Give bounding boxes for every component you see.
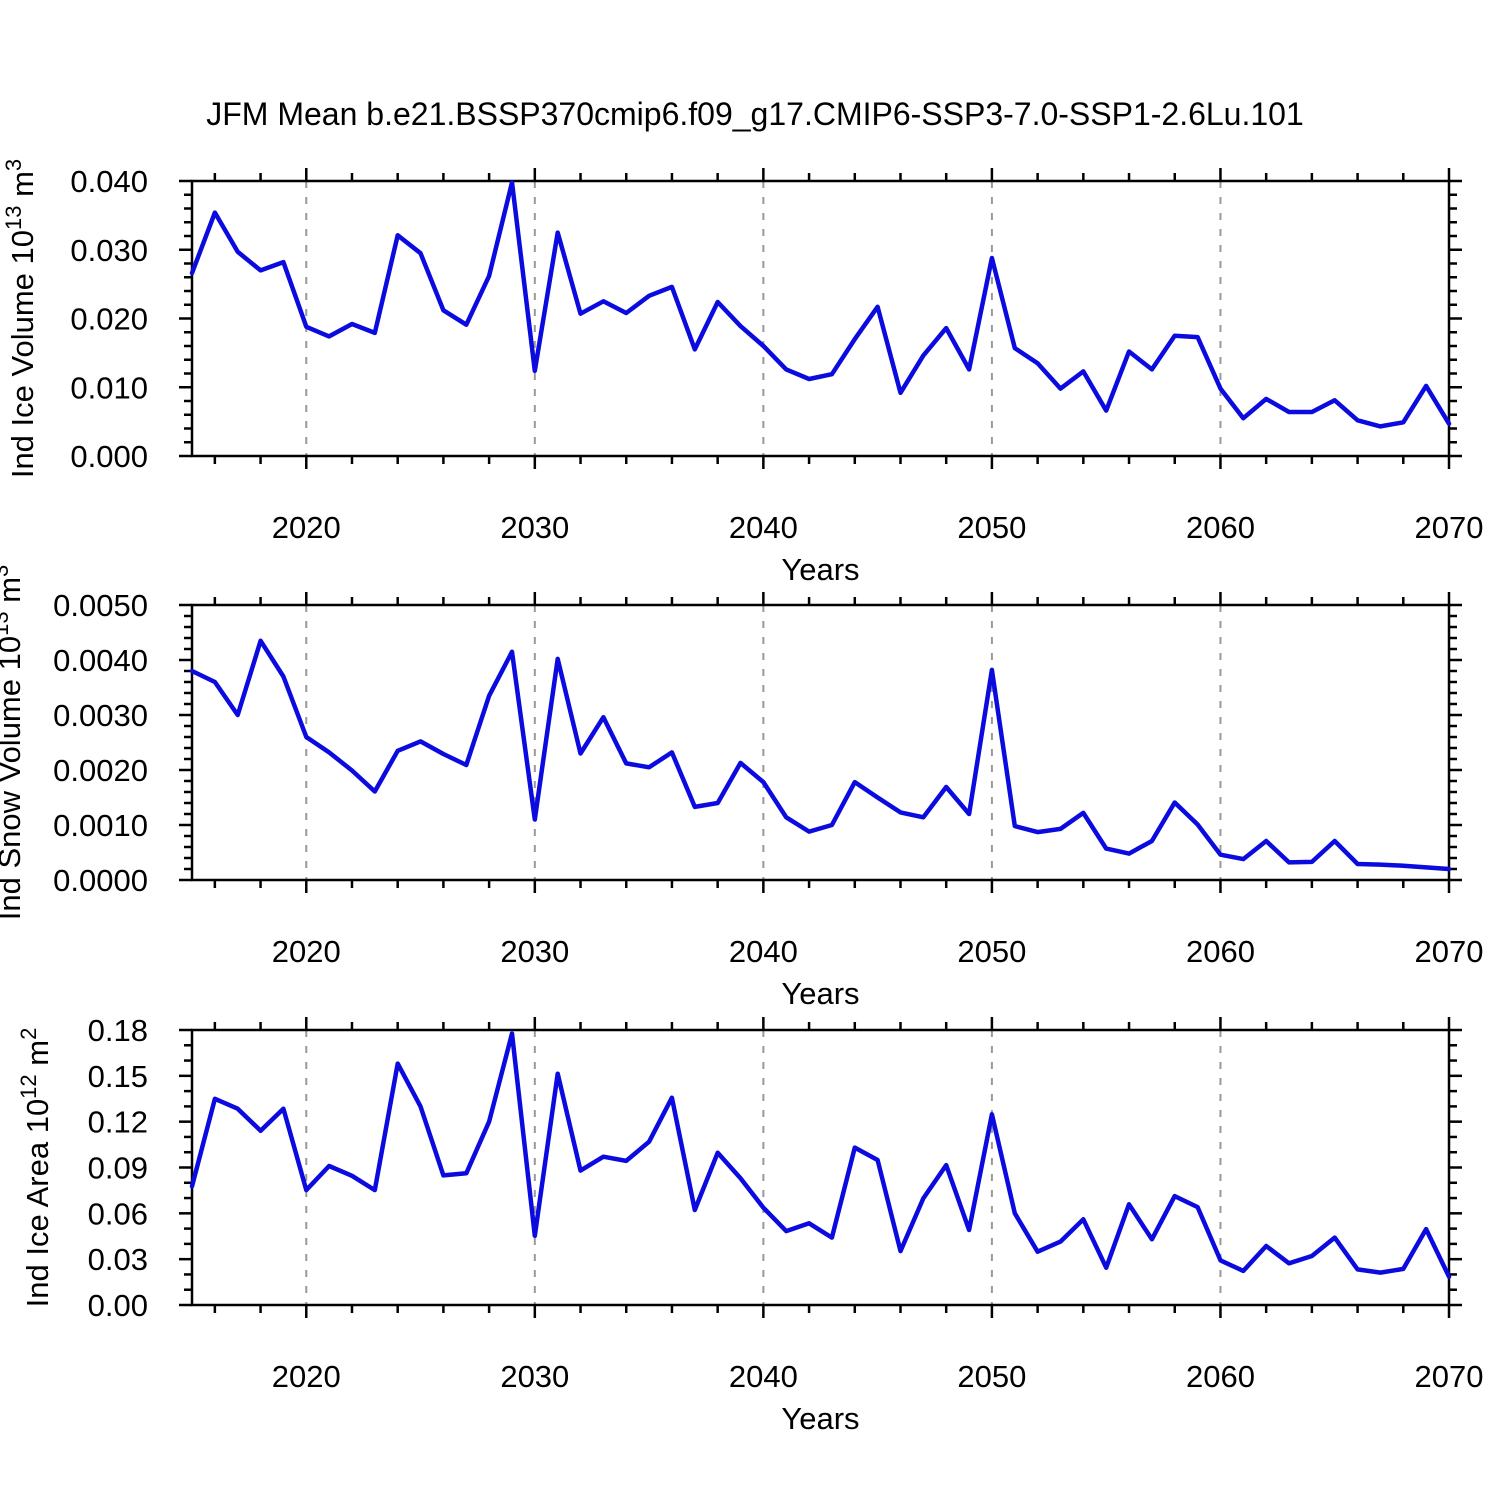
data-line — [189, 638, 1452, 872]
x-tick-label: 2040 — [729, 510, 798, 545]
y-tick-label: 0.12 — [88, 1105, 148, 1140]
x-tick-label: 2020 — [272, 934, 341, 969]
x-axis-title: Years — [781, 976, 859, 1011]
y-tick-label: 0.0010 — [53, 808, 148, 843]
plot-frame — [190, 603, 1451, 882]
x-tick-label: 2030 — [500, 934, 569, 969]
x-tick-label: 2020 — [272, 510, 341, 545]
y-tick-label: 0.0000 — [53, 863, 148, 898]
x-tick-label: 2040 — [729, 934, 798, 969]
panel-1: 2020 2030 2040 2050 2060 2070 0.000 0.010 0.020 0… — [1, 159, 1483, 587]
y-tick-label: 0.000 — [70, 439, 148, 474]
y-tick-label: 0.010 — [70, 370, 148, 405]
y-tick-label: 0.0040 — [53, 643, 148, 678]
x-tick-label: 2060 — [1186, 510, 1255, 545]
y-tick-label: 0.030 — [70, 233, 148, 268]
chart-title: JFM Mean b.e21.BSSP370cmip6.f09_g17.CMIP… — [206, 96, 1304, 132]
y-axis-title: Ind Ice Volume 1013 m3 — [1, 159, 40, 478]
x-tick-label: 2070 — [1415, 510, 1484, 545]
y-tick-label: 0.15 — [88, 1059, 148, 1094]
panel-3: 2020 2030 2040 2050 2060 2070 0.00 0.03 0.06 0.09… — [16, 1013, 1483, 1436]
x-tick-label: 2030 — [500, 1359, 569, 1394]
x-tick-label: 2050 — [957, 510, 1026, 545]
y-tick-label: 0.020 — [70, 302, 148, 337]
y-tick-label: 0.040 — [70, 164, 148, 199]
x-tick-label: 2040 — [729, 1359, 798, 1394]
x-tick-label: 2030 — [500, 510, 569, 545]
x-axis-title: Years — [781, 1401, 859, 1436]
y-tick-label: 0.00 — [88, 1288, 148, 1323]
y-axis-title: Ind Ice Area 1012 m2 — [16, 1028, 55, 1308]
x-tick-label: 2050 — [957, 934, 1026, 969]
y-tick-label: 0.0050 — [53, 588, 148, 623]
x-tick-label: 2020 — [272, 1359, 341, 1394]
y-tick-label: 0.03 — [88, 1242, 148, 1277]
y-tick-label: 0.09 — [88, 1151, 148, 1186]
x-tick-label: 2070 — [1415, 1359, 1484, 1394]
x-axis-title: Years — [781, 552, 859, 587]
x-tick-label: 2070 — [1415, 934, 1484, 969]
x-tick-label: 2060 — [1186, 1359, 1255, 1394]
y-tick-label: 0.0030 — [53, 698, 148, 733]
panel-2: 2020 2030 2040 2050 2060 2070 0.0000 0.0010 0.00… — [0, 565, 1483, 1011]
data-line — [189, 1031, 1452, 1279]
y-tick-label: 0.0020 — [53, 753, 148, 788]
x-tick-label: 2060 — [1186, 934, 1255, 969]
y-axis-title: Ind Snow Volume 1013 m3 — [0, 565, 27, 921]
y-tick-label: 0.06 — [88, 1196, 148, 1231]
data-line — [189, 180, 1452, 429]
x-tick-label: 2050 — [957, 1359, 1026, 1394]
plot-frame — [190, 179, 1451, 458]
y-tick-label: 0.18 — [88, 1013, 148, 1048]
